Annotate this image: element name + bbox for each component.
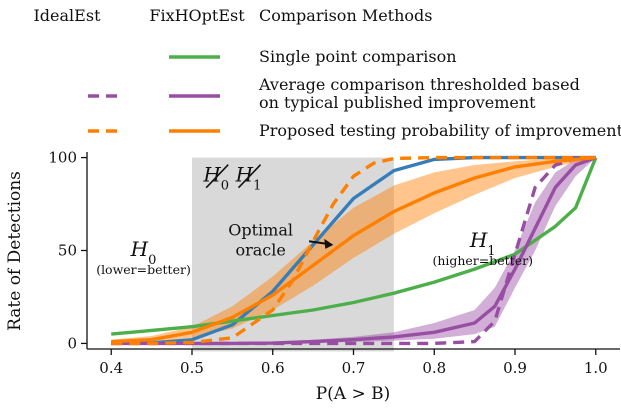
region-labels-layer: H0(lower=better)H1(higher=better)H0 H1Opt… bbox=[96, 163, 533, 277]
h0-label: H0 bbox=[130, 237, 157, 268]
band-proposed-testing-fixhoptest bbox=[111, 157, 596, 343]
y-tick-label: 0 bbox=[67, 334, 77, 352]
legend-label: Proposed testing probability of improvem… bbox=[259, 121, 621, 140]
annotation-arrow-shaft bbox=[308, 240, 328, 245]
annotation-line: oracle bbox=[235, 241, 285, 260]
h0-label-note: (lower=better) bbox=[96, 262, 191, 277]
y-axis-title: Rate of Detections bbox=[5, 171, 25, 331]
y-tick-label: 50 bbox=[58, 242, 77, 260]
line-average-comparison-idealest bbox=[111, 155, 596, 346]
h1-label-note: (higher=better) bbox=[432, 253, 533, 268]
legend-header-fixhoptest: FixHOptEst bbox=[149, 6, 245, 25]
legend-header-idealest: IdealEst bbox=[33, 6, 101, 25]
legend-header-comparison-methods: Comparison Methods bbox=[259, 6, 433, 25]
line-proposed-testing-idealest bbox=[111, 155, 596, 346]
h1-label: H1 bbox=[469, 228, 496, 259]
x-tick-label: 0.6 bbox=[261, 359, 285, 377]
axes-layer: 0.4 0.5 0.6 0.7 0.8 0.9 1.0 0 50 100 bbox=[48, 149, 620, 377]
legend-layer: IdealEst FixHOptEst Comparison Methods Sing… bbox=[33, 6, 621, 140]
x-tick-label: 0.9 bbox=[503, 359, 527, 377]
x-tick-label: 0.7 bbox=[342, 359, 366, 377]
y-tick-label: 100 bbox=[48, 149, 77, 167]
line-proposed-testing-fixhoptest bbox=[111, 155, 596, 344]
x-tick-label: 1.0 bbox=[584, 359, 608, 377]
annotation-arrowhead bbox=[324, 238, 334, 249]
legend-label-line: Average comparison thresholded based bbox=[258, 75, 580, 94]
x-tick-label: 0.5 bbox=[180, 359, 204, 377]
strike-line bbox=[237, 164, 262, 189]
x-tick-label: 0.8 bbox=[422, 359, 446, 377]
bands-layer bbox=[111, 157, 596, 344]
annotation-line: Optimal bbox=[228, 221, 293, 240]
legend-label: Single point comparison bbox=[259, 47, 457, 66]
struck-h1-label: H1 bbox=[235, 163, 262, 194]
x-tick-label: 0.4 bbox=[99, 359, 123, 377]
lines-layer bbox=[111, 155, 598, 346]
legend-label-line: on typical published improvement bbox=[259, 93, 536, 112]
x-axis-title: P(A > B) bbox=[316, 384, 391, 404]
line-single-point-comparison-fixhoptest bbox=[111, 156, 598, 336]
strike-line bbox=[205, 164, 229, 189]
struck-h0-label: H0 bbox=[202, 163, 229, 194]
